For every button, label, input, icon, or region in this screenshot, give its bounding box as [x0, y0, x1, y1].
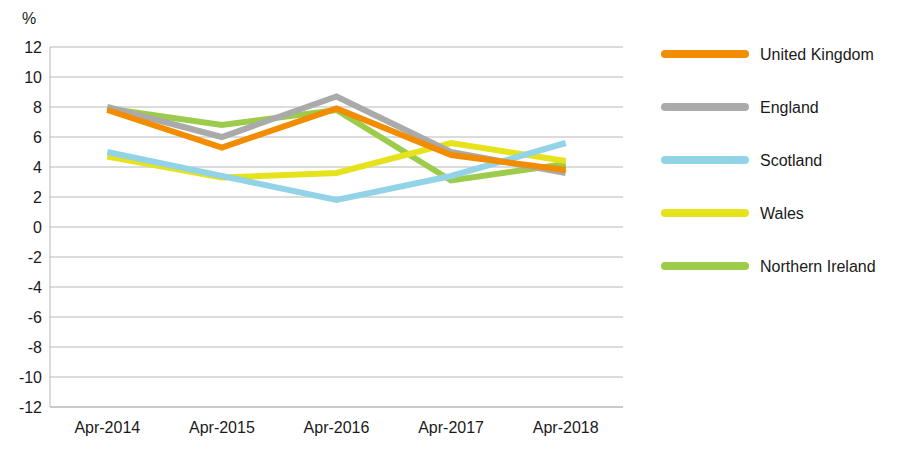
grid-line	[50, 47, 623, 48]
series-line	[107, 97, 565, 174]
x-tick-label: Apr-2018	[533, 419, 599, 436]
chart-svg: -12 -10 -8 -6 -4 -2 0 2 4 6 8 10 12% Apr-2014 Apr-2015…	[0, 0, 900, 463]
x-tick-label: Apr-2014	[74, 419, 140, 436]
series-line	[107, 143, 565, 200]
legend-swatch	[665, 50, 745, 58]
y-tick-label: 6	[33, 129, 42, 146]
legend-label: Scotland	[760, 152, 822, 169]
grid-line	[50, 137, 623, 138]
grid-line	[50, 347, 623, 348]
legend-swatch	[665, 103, 745, 111]
y-tick-label: 2	[33, 189, 42, 206]
y-tick-label: -10	[19, 369, 42, 386]
y-tick-label: 10	[24, 69, 42, 86]
y-axis-label: %	[22, 10, 36, 27]
series-line	[107, 109, 565, 171]
chart-container: -12 -10 -8 -6 -4 -2 0 2 4 6 8 10 12% Apr-2014 Apr-2015…	[0, 0, 900, 463]
x-tick-label: Apr-2015	[189, 419, 255, 436]
y-tick-label: 4	[33, 159, 42, 176]
y-tick-label: -12	[19, 399, 42, 416]
grid-line	[50, 77, 623, 78]
legend-label: United Kingdom	[760, 46, 874, 63]
legend-swatch	[665, 262, 745, 270]
y-tick-label: 8	[33, 99, 42, 116]
x-tick-label: Apr-2016	[304, 419, 370, 436]
legend-label: Wales	[760, 205, 804, 222]
grid-line	[50, 377, 623, 378]
grid-line	[50, 317, 623, 318]
grid-line	[50, 407, 623, 408]
grid-line	[50, 227, 623, 228]
grid-line	[50, 287, 623, 288]
grid-line	[50, 257, 623, 258]
y-tick-label: 0	[33, 219, 42, 236]
legend-swatch	[665, 209, 745, 217]
x-tick-label: Apr-2017	[418, 419, 484, 436]
y-axis-line	[50, 47, 51, 407]
x-axis-line	[50, 407, 623, 408]
legend-label: Northern Ireland	[760, 258, 876, 275]
series-group	[107, 97, 565, 201]
y-tick-label: -8	[28, 339, 42, 356]
legend-label: England	[760, 99, 819, 116]
y-tick-label: -4	[28, 279, 42, 296]
y-tick-label: 12	[24, 39, 42, 56]
legend-swatch	[665, 156, 745, 164]
y-tick-label: -6	[28, 309, 42, 326]
y-tick-label: -2	[28, 249, 42, 266]
series-line	[107, 109, 565, 181]
